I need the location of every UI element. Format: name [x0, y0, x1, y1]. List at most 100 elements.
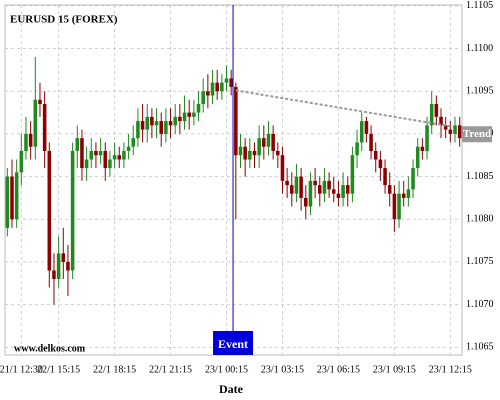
candle-body [108, 159, 112, 169]
watermark: www.delkos.com [14, 343, 86, 354]
x-tick-label: 23/1 12:15 [429, 364, 472, 375]
y-tick-label: 1.1085 [466, 171, 494, 182]
candle-body [224, 78, 229, 83]
candle-body [103, 150, 108, 169]
candle-body [14, 172, 19, 220]
candle-body [350, 155, 355, 194]
candle-body [411, 168, 415, 190]
candle-body [140, 121, 145, 130]
candle-body [196, 104, 201, 113]
candle-body [364, 121, 369, 134]
candle-body [276, 150, 280, 156]
candle-body [355, 142, 359, 156]
candle-body [5, 176, 10, 228]
candle-body [308, 180, 313, 207]
candle-body [61, 253, 66, 262]
candle-body [33, 99, 38, 147]
candle-body [117, 155, 122, 160]
candle-body [131, 138, 136, 147]
y-tick-label: 1.1070 [466, 299, 494, 310]
candle-body [164, 121, 168, 134]
candle-body [210, 82, 215, 96]
candle-body [397, 193, 401, 220]
candle-body [66, 261, 70, 271]
candle-body [187, 112, 191, 117]
candle-body [238, 146, 243, 156]
candle-body [331, 189, 336, 194]
candle-body [47, 150, 52, 271]
candle-body [126, 146, 131, 151]
candle-body [406, 189, 411, 198]
candle-body [453, 125, 457, 134]
x-tick-label: 22/1 18:15 [93, 364, 136, 375]
candle-body [425, 125, 429, 151]
candle-body [19, 150, 24, 173]
candle-body [420, 146, 425, 151]
candle-body [443, 125, 448, 130]
candle-body [220, 82, 224, 92]
candle-body [369, 133, 373, 151]
x-tick-label: 23/1 09:15 [373, 364, 416, 375]
x-tick-label: 23/1 00:15 [205, 364, 248, 375]
candle-body [252, 150, 257, 156]
y-tick-label: 1.1095 [466, 86, 494, 97]
x-tick-label: 21/1 12:30 [0, 364, 43, 375]
candle-body [182, 112, 187, 122]
candle-body [248, 150, 252, 160]
candle-body [439, 116, 443, 126]
candle-body [243, 146, 247, 160]
candle-body [280, 155, 285, 181]
candle-body [122, 150, 126, 160]
candle-body [359, 121, 364, 143]
candle-body [136, 121, 140, 139]
event-label-box [213, 331, 254, 355]
candle-body [392, 193, 397, 220]
candle-body [322, 180, 327, 194]
candle-body [150, 116, 154, 126]
trend-label: Trend [463, 128, 491, 140]
candle-body [457, 125, 462, 139]
y-tick-label: 1.1100 [466, 43, 493, 54]
event-label: Event [218, 337, 248, 351]
candle-body [345, 185, 350, 194]
candle-body [56, 253, 61, 280]
y-tick-label: 1.1065 [466, 342, 494, 353]
y-tick-label: 1.1105 [466, 0, 493, 11]
candle-body [285, 180, 289, 186]
y-tick-label: 1.1075 [466, 256, 494, 267]
candle-body [84, 159, 89, 169]
candle-body [415, 146, 420, 169]
candle-body [383, 168, 387, 186]
candle-body [201, 91, 205, 105]
candle-body [290, 185, 294, 194]
candle-body [98, 150, 103, 156]
candle-body [94, 150, 98, 156]
candle-body [341, 185, 345, 198]
candle-body [75, 138, 80, 151]
candle-body [327, 180, 331, 190]
candle-body [173, 116, 177, 126]
x-tick-label: 22/1 21:15 [149, 364, 192, 375]
candle-body [262, 138, 266, 147]
candle-body [434, 104, 439, 117]
trend-line [235, 89, 451, 128]
x-axis-title: Date [219, 382, 244, 396]
candle-body [89, 150, 94, 160]
chart-title: EURUSD 15 (FOREX) [10, 14, 118, 26]
candle-body [299, 176, 303, 198]
candle-body [42, 104, 47, 151]
candle-body [257, 138, 261, 156]
candle-body [192, 112, 196, 117]
candle-body [10, 176, 14, 220]
candle-body [52, 270, 56, 280]
candle-body [448, 129, 453, 134]
x-tick-label: 23/1 06:15 [317, 364, 360, 375]
candle-body [206, 91, 210, 96]
candle-body [215, 82, 219, 92]
candle-body [229, 78, 233, 87]
candle-body [387, 185, 392, 194]
candle-body [145, 116, 150, 130]
candle-body [178, 116, 182, 122]
trend-label-box [462, 126, 492, 143]
candle-body [70, 150, 75, 271]
